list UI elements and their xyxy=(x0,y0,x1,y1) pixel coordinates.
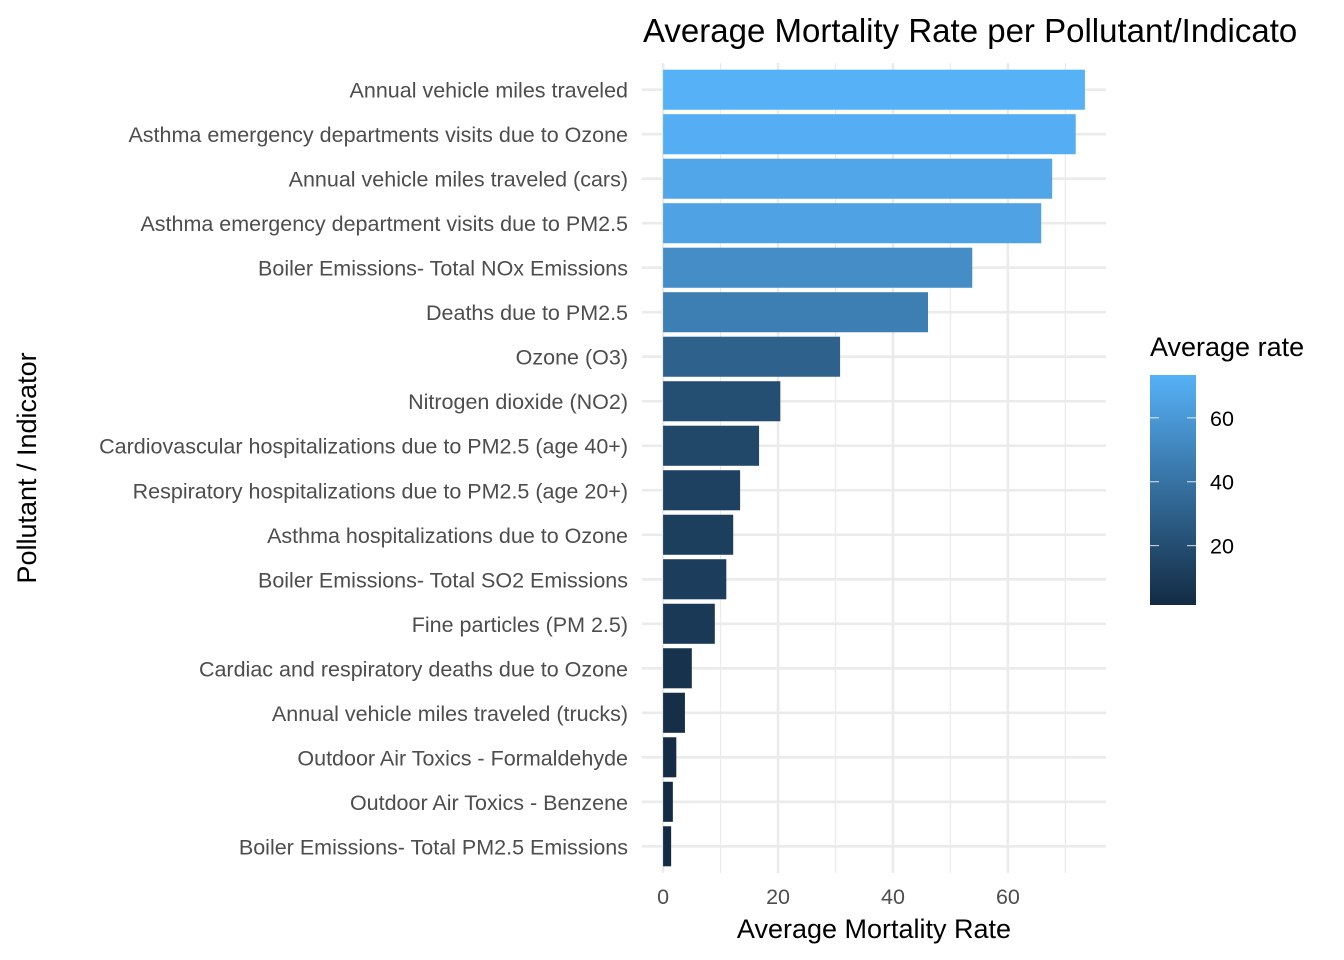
bar xyxy=(663,514,734,555)
chart-title: Average Mortality Rate per Pollutant/Ind… xyxy=(643,12,1297,49)
y-tick-label: Deaths due to PM2.5 xyxy=(426,301,628,325)
x-tick-label: 0 xyxy=(657,885,669,909)
y-axis-title: Pollutant / Indicator xyxy=(12,352,42,583)
bar xyxy=(663,648,692,689)
bar xyxy=(663,247,973,288)
y-tick-label: Annual vehicle miles traveled xyxy=(350,79,628,103)
y-tick-label: Respiratory hospitalizations due to PM2.… xyxy=(133,479,628,503)
bar xyxy=(663,292,929,333)
bar xyxy=(663,381,781,422)
bar xyxy=(663,114,1076,155)
bar xyxy=(663,425,760,466)
bar xyxy=(663,559,727,600)
bar xyxy=(663,470,741,511)
y-tick-label: Asthma emergency department visits due t… xyxy=(140,212,628,236)
legend-colorbar xyxy=(1150,375,1196,605)
bar xyxy=(663,781,673,822)
y-tick-label: Outdoor Air Toxics - Benzene xyxy=(350,791,628,815)
y-tick-label: Annual vehicle miles traveled (trucks) xyxy=(272,702,628,726)
y-tick-label: Asthma hospitalizations due to Ozone xyxy=(267,524,628,548)
plot-panel xyxy=(642,63,1106,873)
y-tick-label: Boiler Emissions- Total SO2 Emissions xyxy=(258,568,628,592)
bar xyxy=(663,603,715,644)
legend-title: Average rate xyxy=(1150,332,1304,362)
x-tick-label: 20 xyxy=(766,885,790,909)
x-tick-label: 60 xyxy=(996,885,1020,909)
y-tick-label: Fine particles (PM 2.5) xyxy=(412,613,628,637)
legend-tick-label: 40 xyxy=(1210,471,1234,495)
y-tick-label: Cardiac and respiratory deaths due to Oz… xyxy=(199,657,628,681)
y-tick-label: Nitrogen dioxide (NO2) xyxy=(408,390,628,414)
legend-ticks: 20 40 60 xyxy=(1150,407,1234,559)
y-tick-label: Cardiovascular hospitalizations due to P… xyxy=(99,435,628,459)
x-tick-labels: 0 20 40 60 xyxy=(657,885,1020,909)
y-tick-label: Ozone (O3) xyxy=(516,346,628,370)
legend-tick-label: 20 xyxy=(1210,535,1234,559)
bar xyxy=(663,336,841,377)
legend-tick-label: 60 xyxy=(1210,407,1234,431)
bar xyxy=(663,203,1042,244)
bars xyxy=(663,69,1085,867)
x-tick-label: 40 xyxy=(881,885,905,909)
legend: Average rate 20 40 60 xyxy=(1150,332,1304,605)
bar xyxy=(663,692,685,733)
y-tick-label: Boiler Emissions- Total NOx Emissions xyxy=(258,257,628,281)
bar xyxy=(663,69,1085,110)
bar xyxy=(663,737,677,778)
y-tick-label: Boiler Emissions- Total PM2.5 Emissions xyxy=(239,835,628,859)
x-axis-title: Average Mortality Rate xyxy=(737,914,1011,944)
y-tick-labels: Annual vehicle miles traveled Asthma emer… xyxy=(99,79,628,860)
y-tick-label: Asthma emergency departments visits due … xyxy=(128,123,628,147)
bar xyxy=(663,158,1053,199)
y-tick-label: Annual vehicle miles traveled (cars) xyxy=(289,168,628,192)
y-tick-label: Outdoor Air Toxics - Formaldehyde xyxy=(297,746,628,770)
bar xyxy=(663,826,672,867)
